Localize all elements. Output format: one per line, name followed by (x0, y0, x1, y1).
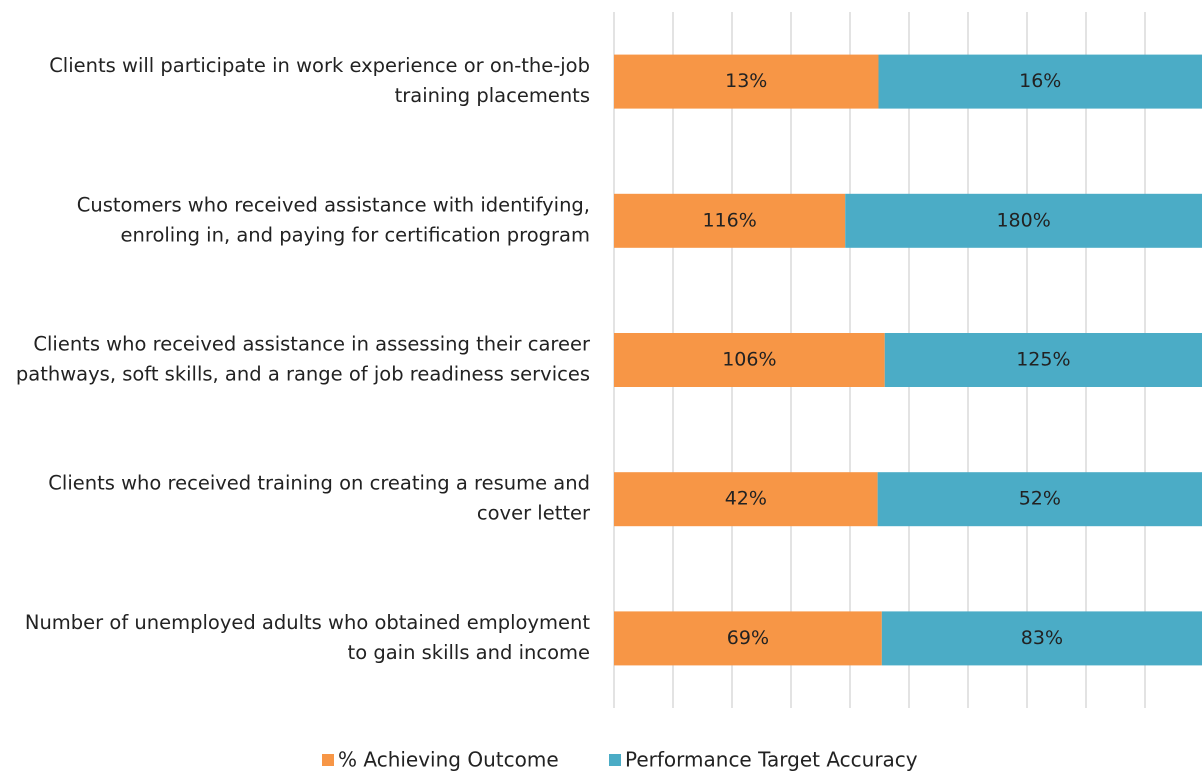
data-label: 42% (725, 488, 767, 510)
category-label: Clients who received training on creatin… (48, 472, 590, 495)
category-label: to gain skills and income (348, 641, 590, 664)
bar-segment (845, 193, 1202, 248)
category-label: Number of unemployed adults who obtained… (25, 611, 590, 634)
legend-swatch (322, 754, 334, 766)
bar-segment (614, 333, 885, 387)
bar-segment (614, 611, 882, 666)
legend-swatch (609, 754, 621, 766)
data-label: 116% (702, 209, 756, 231)
bar-segment (884, 333, 1202, 387)
bar-segment (878, 54, 1202, 109)
category-label: Clients who received assistance in asses… (33, 333, 591, 356)
category-label: Customers who received assistance with i… (77, 193, 590, 216)
bar-segment (877, 472, 1202, 527)
data-label: 13% (725, 70, 767, 92)
data-label: 83% (1021, 627, 1063, 649)
data-label: 125% (1016, 349, 1070, 371)
bar-segment (614, 54, 879, 109)
data-label: 52% (1019, 488, 1061, 510)
bar-segment (614, 193, 846, 248)
legend-label: Performance Target Accuracy (625, 748, 918, 772)
category-label: cover letter (477, 502, 591, 525)
data-label: 180% (996, 209, 1050, 231)
legend-label: % Achieving Outcome (338, 748, 559, 772)
data-label: 106% (722, 349, 776, 371)
data-label: 69% (727, 627, 769, 649)
bar-segment (881, 611, 1202, 666)
category-label: training placements (395, 84, 590, 107)
data-label: 16% (1019, 70, 1061, 92)
category-label: pathways, soft skills, and a range of jo… (16, 363, 590, 386)
bar-segment (614, 472, 878, 527)
category-label: Clients will participate in work experie… (49, 54, 590, 77)
category-label: enroling in, and paying for certificatio… (121, 223, 590, 246)
